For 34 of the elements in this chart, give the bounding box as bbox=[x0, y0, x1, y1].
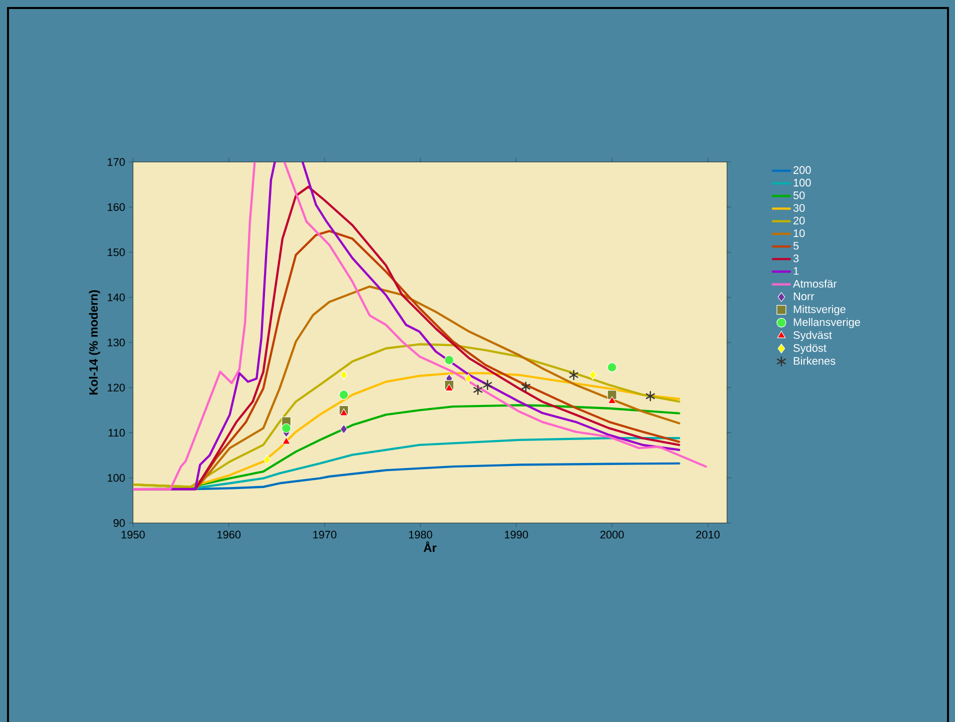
legend-label: Mittsverige bbox=[794, 305, 846, 316]
x-tick-label: 2000 bbox=[600, 530, 624, 539]
y-tick-label: 90 bbox=[114, 519, 125, 527]
legend-label: 30 bbox=[793, 204, 805, 212]
legend-label: 5 bbox=[793, 242, 799, 250]
y-tick-label: 110 bbox=[108, 428, 125, 437]
legend-label: 20 bbox=[794, 216, 805, 224]
legend-label: 200 bbox=[794, 166, 811, 174]
legend-label: 10 bbox=[794, 229, 805, 238]
y-tick-label: 100 bbox=[108, 474, 125, 482]
legend-label: Mellansverige bbox=[794, 318, 860, 328]
legend-label: Norr bbox=[794, 292, 814, 300]
y-axis-title: Kol-14 (% modern) bbox=[88, 290, 100, 394]
legend-label: Birkenes bbox=[794, 356, 836, 365]
legend-label: 3 bbox=[793, 254, 799, 262]
x-axis-title: År bbox=[424, 541, 436, 552]
x-tick-label: 1990 bbox=[504, 530, 528, 539]
x-tick-label: 1970 bbox=[313, 530, 336, 539]
legend-label: 1 bbox=[794, 267, 799, 275]
y-tick-label: 130 bbox=[108, 338, 125, 346]
y-tick-label: 120 bbox=[108, 384, 125, 392]
x-tick-label: 1950 bbox=[122, 530, 145, 539]
legend-label: Atmosfär bbox=[792, 280, 837, 288]
legend-label: 50 bbox=[793, 191, 805, 200]
legend-label: Sydöst bbox=[793, 344, 826, 354]
x-tick-label: 2010 bbox=[696, 530, 720, 539]
y-tick-label: 170 bbox=[108, 158, 125, 166]
y-tick-label: 140 bbox=[108, 293, 125, 302]
x-tick-label: 1980 bbox=[409, 530, 432, 539]
legend-label: 100 bbox=[794, 178, 811, 187]
legend-label: Sydväst bbox=[793, 330, 832, 342]
y-tick-label: 150 bbox=[108, 248, 125, 256]
x-tick-label: 1960 bbox=[217, 530, 241, 539]
y-tick-label: 160 bbox=[108, 203, 125, 211]
